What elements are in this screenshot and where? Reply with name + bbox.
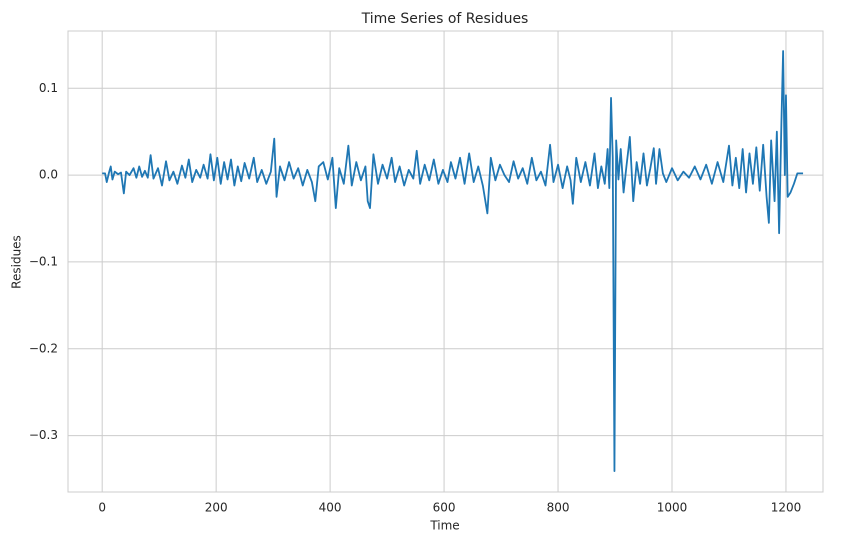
data-line (102, 50, 804, 473)
y-tick-label: −0.3 (29, 428, 58, 442)
y-tick-label: −0.1 (29, 254, 58, 268)
x-tick-label: 1000 (657, 501, 688, 515)
plot-frame (67, 30, 824, 493)
x-tick-label: 200 (205, 501, 228, 515)
y-tick-label: 0.1 (39, 81, 58, 95)
y-tick-label: 0.0 (39, 168, 58, 182)
x-tick-label: 600 (433, 501, 456, 515)
x-tick-label: 400 (319, 501, 342, 515)
x-tick-label: 0 (98, 501, 106, 515)
x-tick-label: 800 (547, 501, 570, 515)
x-tick-label: 1200 (771, 501, 802, 515)
y-tick-label: −0.2 (29, 341, 58, 355)
y-axis-label: Residues (10, 235, 24, 289)
chart-title: Time Series of Residues (361, 11, 529, 27)
x-axis-label: Time (429, 519, 459, 533)
